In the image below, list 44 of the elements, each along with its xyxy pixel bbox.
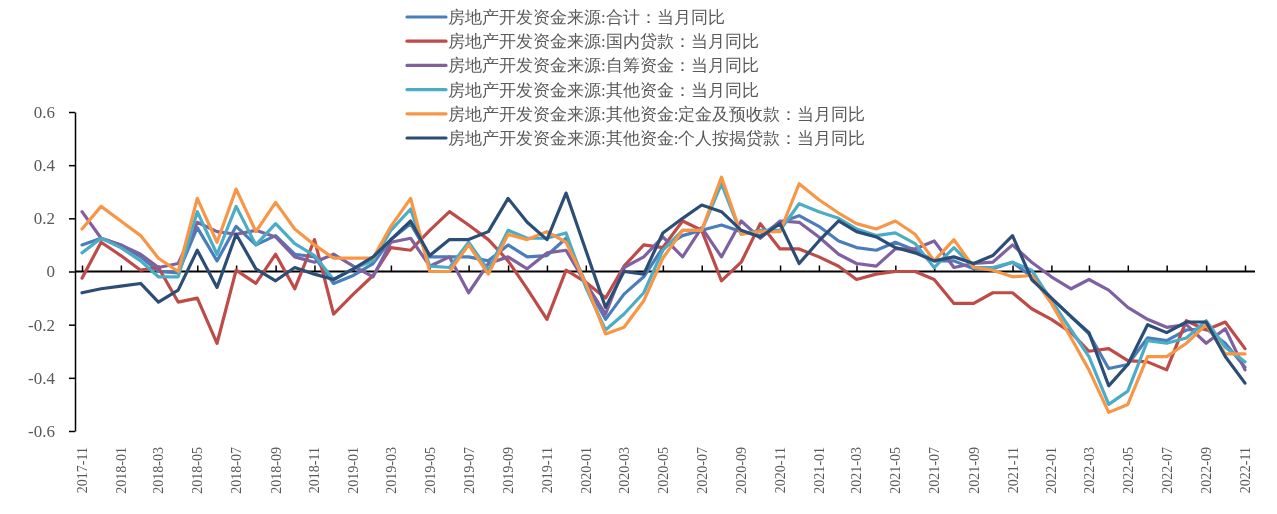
x-tick-label: 2018-03 xyxy=(151,447,167,494)
x-tick-label: 2021-05 xyxy=(888,447,904,494)
x-tick-label: 2019-07 xyxy=(461,447,477,494)
y-tick-label: 0.2 xyxy=(33,209,55,229)
x-tick-label: 2022-05 xyxy=(1120,447,1136,494)
x-tick-label: 2020-03 xyxy=(617,447,633,494)
x-tick-label: 2022-07 xyxy=(1159,447,1175,494)
x-tick-label: 2018-01 xyxy=(113,447,129,494)
x-tick-label: 2019-11 xyxy=(539,447,555,494)
legend-label: 房地产开发资金来源:自筹资金：当月同比 xyxy=(448,56,759,76)
x-tick-label: 2020-01 xyxy=(578,447,594,494)
y-tick-label: -0.6 xyxy=(28,421,55,441)
x-tick-label: 2019-03 xyxy=(383,447,399,494)
x-tick-label: 2021-11 xyxy=(1005,447,1021,494)
x-tick-label: 2022-11 xyxy=(1238,447,1253,494)
x-tick-label: 2019-09 xyxy=(501,447,517,494)
x-tick-label: 2020-05 xyxy=(655,447,671,494)
x-tick-label: 2021-07 xyxy=(927,447,943,494)
x-tick-label: 2022-09 xyxy=(1199,447,1215,494)
legend-label: 房地产开发资金来源:其他资金：当月同比 xyxy=(448,80,759,100)
x-tick-label: 2020-09 xyxy=(734,447,750,494)
legend-label: 房地产开发资金来源:国内贷款：当月同比 xyxy=(448,32,759,52)
legend-label: 房地产开发资金来源:其他资金:定金及预收款：当月同比 xyxy=(448,104,866,124)
x-tick-label: 2018-11 xyxy=(307,447,323,494)
y-tick-label: 0 xyxy=(46,262,55,282)
x-tick-label: 2021-03 xyxy=(849,447,865,494)
x-tick-label: 2018-07 xyxy=(229,447,245,494)
x-tick-label: 2019-01 xyxy=(346,447,362,494)
x-tick-label: 2020-11 xyxy=(773,447,789,494)
x-tick-label: 2022-01 xyxy=(1044,447,1060,494)
legend-label: 房地产开发资金来源:合计：当月同比 xyxy=(448,8,725,27)
x-tick-label: 2020-07 xyxy=(694,447,710,494)
x-tick-label: 2019-05 xyxy=(422,447,438,494)
x-tick-label: 2021-01 xyxy=(811,447,827,494)
legend-label: 房地产开发资金来源:其他资金:个人按揭贷款：当月同比 xyxy=(448,129,866,148)
x-tick-label: 2017-11 xyxy=(75,447,90,494)
y-tick-label: -0.4 xyxy=(28,368,56,388)
x-tick-label: 2018-09 xyxy=(268,447,284,494)
x-tick-label: 2018-05 xyxy=(190,447,206,494)
x-tick-label: 2021-09 xyxy=(966,447,982,494)
y-tick-label: 0.6 xyxy=(33,102,55,122)
y-tick-label: 0.4 xyxy=(33,156,56,176)
y-tick-label: -0.2 xyxy=(28,315,55,335)
x-tick-label: 2022-03 xyxy=(1081,447,1097,494)
